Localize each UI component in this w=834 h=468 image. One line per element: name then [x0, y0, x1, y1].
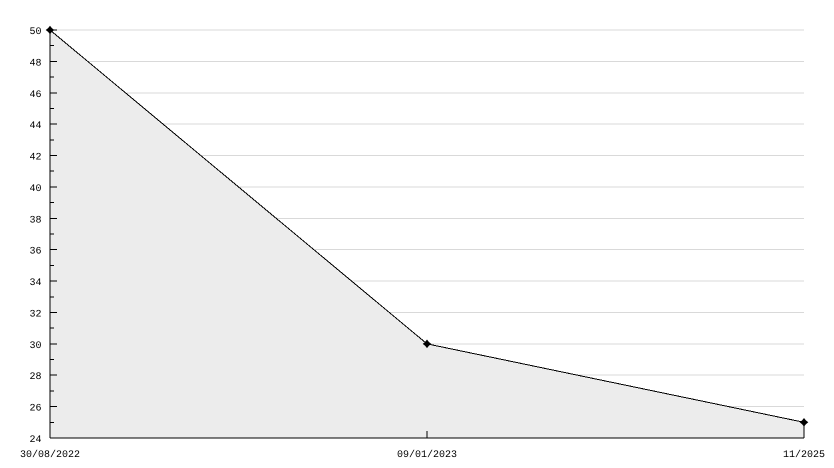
svg-text:30: 30: [29, 341, 41, 352]
svg-text:34: 34: [29, 278, 41, 289]
svg-text:28: 28: [29, 372, 41, 383]
svg-text:30/08/2022: 30/08/2022: [20, 449, 80, 461]
svg-text:40: 40: [29, 184, 41, 195]
svg-text:26: 26: [29, 404, 41, 415]
svg-text:32: 32: [29, 309, 41, 320]
svg-text:24: 24: [29, 435, 41, 446]
svg-text:50: 50: [29, 27, 41, 38]
svg-text:36: 36: [29, 247, 41, 258]
svg-text:09/01/2023: 09/01/2023: [397, 449, 457, 461]
svg-text:48: 48: [29, 58, 41, 69]
svg-text:46: 46: [29, 90, 41, 101]
svg-text:42: 42: [29, 153, 41, 164]
svg-text:44: 44: [29, 121, 41, 132]
svg-text:11/2025: 11/2025: [783, 449, 825, 461]
svg-text:38: 38: [29, 215, 41, 226]
